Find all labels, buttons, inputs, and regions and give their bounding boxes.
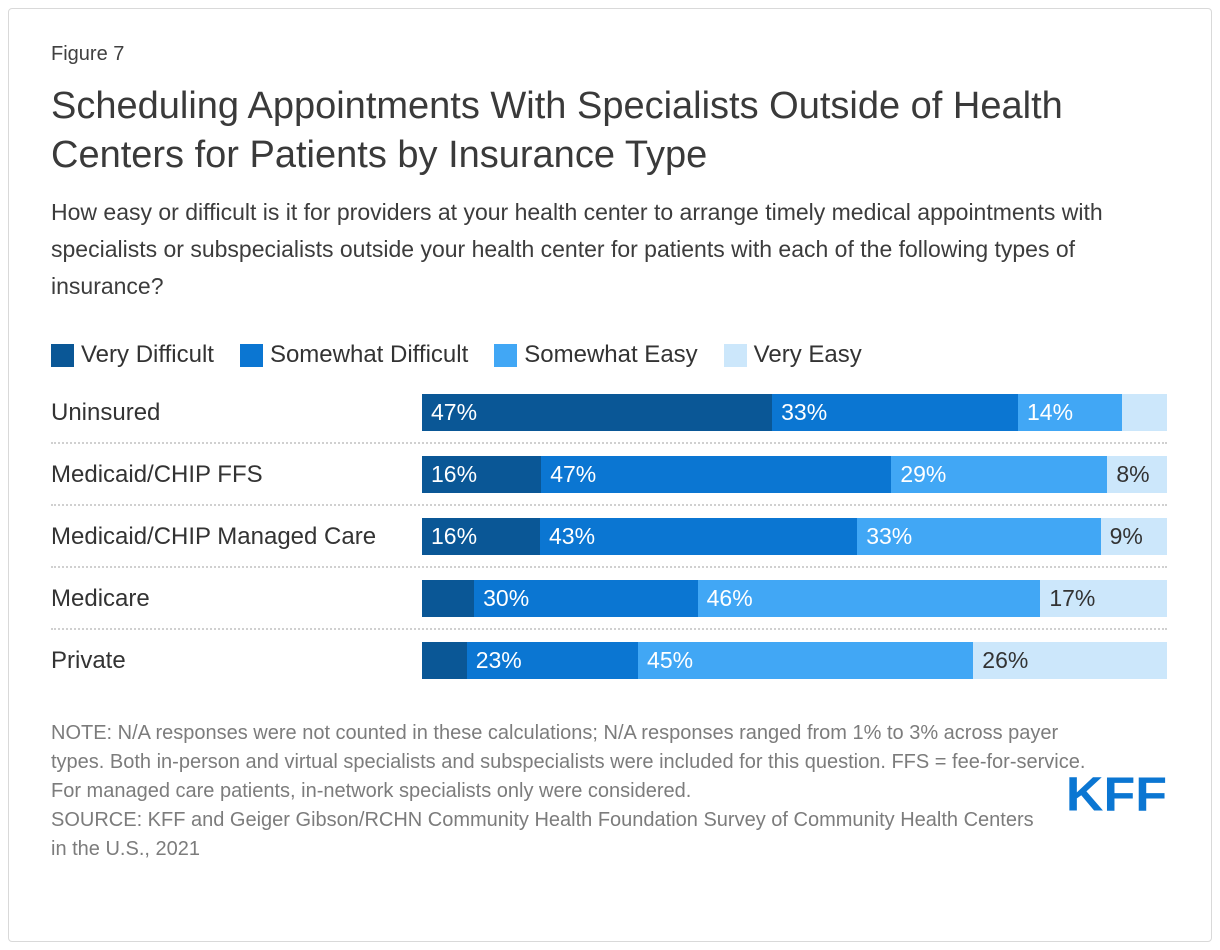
bar-segment: 16%: [422, 456, 542, 493]
segment-value-label: 9%: [1109, 523, 1143, 549]
stacked-bar-chart: Uninsured 47% 33% 14% Medicaid/CHIP FFS 16% 47…: [51, 394, 1168, 679]
kff-logo: KFF: [1065, 768, 1167, 822]
chart-title: Scheduling Appointments With Specialists…: [51, 85, 1063, 176]
bar-segment: 30%: [474, 580, 698, 617]
bar-segment: 47%: [422, 394, 773, 431]
bar-segment: 14%: [1017, 394, 1123, 431]
bar-segment: 8%: [1107, 456, 1167, 493]
segment-value-label: 29%: [900, 461, 947, 487]
bar-segment: [422, 642, 467, 679]
segment-value-label: 46%: [706, 585, 753, 611]
bar-segment: 33%: [857, 518, 1101, 555]
category-label: Uninsured: [51, 398, 161, 426]
chart-row: Medicare 30% 46% 17%: [51, 580, 1167, 617]
legend: Very Difficult Somewhat Difficult Somewhat…: [51, 341, 1167, 369]
chart-row: Medicaid/CHIP Managed Care 16% 43% 33% 9%: [51, 518, 1168, 555]
bar-segment: 23%: [466, 642, 639, 679]
bar-segment: 43%: [540, 518, 858, 555]
figure-label: Figure 7: [51, 43, 125, 65]
segment-value-label: 14%: [1026, 399, 1074, 425]
legend-label: Very Easy: [753, 341, 862, 368]
segment-value-label: 33%: [866, 523, 913, 549]
stacked-bar: 30% 46% 17%: [422, 580, 1167, 617]
category-label: Medicaid/CHIP Managed Care: [51, 522, 377, 550]
legend-item: Somewhat Difficult: [239, 341, 469, 369]
segment-value-label: 16%: [431, 523, 478, 549]
bar-segment: [1122, 394, 1167, 431]
bar-segment: 9%: [1100, 518, 1168, 555]
row-separator: [51, 442, 1167, 444]
chart-row: Private 23% 45% 26%: [51, 642, 1167, 679]
bar-segment: 16%: [422, 518, 541, 555]
legend-label: Somewhat Difficult: [269, 341, 469, 368]
category-label: Medicare: [51, 584, 150, 612]
legend-item: Somewhat Easy: [494, 341, 698, 369]
legend-swatch-icon: [239, 343, 263, 367]
segment-value-label: 43%: [549, 523, 596, 549]
source-text: SOURCE: KFF and Geiger Gibson/RCHN Commu…: [51, 809, 1034, 860]
segment-value-label: 47%: [431, 399, 478, 425]
stacked-bar: 16% 47% 29% 8%: [422, 456, 1167, 493]
bar-segment: 47%: [541, 456, 892, 493]
chart-subtitle: How easy or difficult is it for provider…: [51, 199, 1103, 299]
bar-segment: 33%: [772, 394, 1018, 431]
footer: NOTE: N/A responses were not counted in …: [51, 719, 1167, 864]
legend-item: Very Difficult: [51, 341, 214, 369]
figure-frame: Figure 7 Scheduling Appointments With Sp…: [8, 8, 1212, 942]
bar-segment: 17%: [1040, 580, 1167, 617]
legend-swatch-icon: [494, 343, 518, 367]
category-label: Private: [51, 646, 126, 674]
legend-item: Very Easy: [723, 341, 862, 369]
bar-segment: 29%: [891, 456, 1108, 493]
bar-segment: [422, 580, 475, 617]
legend-label: Somewhat Easy: [524, 341, 698, 368]
category-label: Medicaid/CHIP FFS: [51, 460, 263, 488]
segment-value-label: 30%: [483, 585, 530, 611]
stacked-bar: 47% 33% 14%: [422, 394, 1167, 431]
segment-value-label: 23%: [475, 647, 522, 673]
bar-segment: 46%: [697, 580, 1041, 617]
segment-value-label: 33%: [781, 399, 828, 425]
stacked-bar: 16% 43% 33% 9%: [422, 518, 1168, 555]
row-separator: [51, 566, 1167, 568]
legend-swatch-icon: [51, 343, 74, 367]
legend-swatch-icon: [723, 343, 747, 367]
legend-label: Very Difficult: [81, 341, 214, 368]
note-text: NOTE: N/A responses were not counted in …: [51, 722, 1086, 802]
chart-row: Uninsured 47% 33% 14%: [51, 394, 1167, 431]
stacked-bar: 23% 45% 26%: [422, 642, 1167, 679]
bar-segment: 26%: [973, 642, 1167, 679]
segment-value-label: 8%: [1116, 461, 1150, 487]
segment-value-label: 17%: [1049, 585, 1096, 611]
chart-row: Medicaid/CHIP FFS 16% 47% 29% 8%: [51, 456, 1167, 493]
bar-segment: 45%: [638, 642, 974, 679]
row-separator: [51, 628, 1167, 630]
segment-value-label: 45%: [647, 647, 694, 673]
segment-value-label: 16%: [431, 461, 478, 487]
segment-value-label: 47%: [550, 461, 597, 487]
segment-value-label: 26%: [982, 647, 1029, 673]
row-separator: [51, 504, 1167, 506]
